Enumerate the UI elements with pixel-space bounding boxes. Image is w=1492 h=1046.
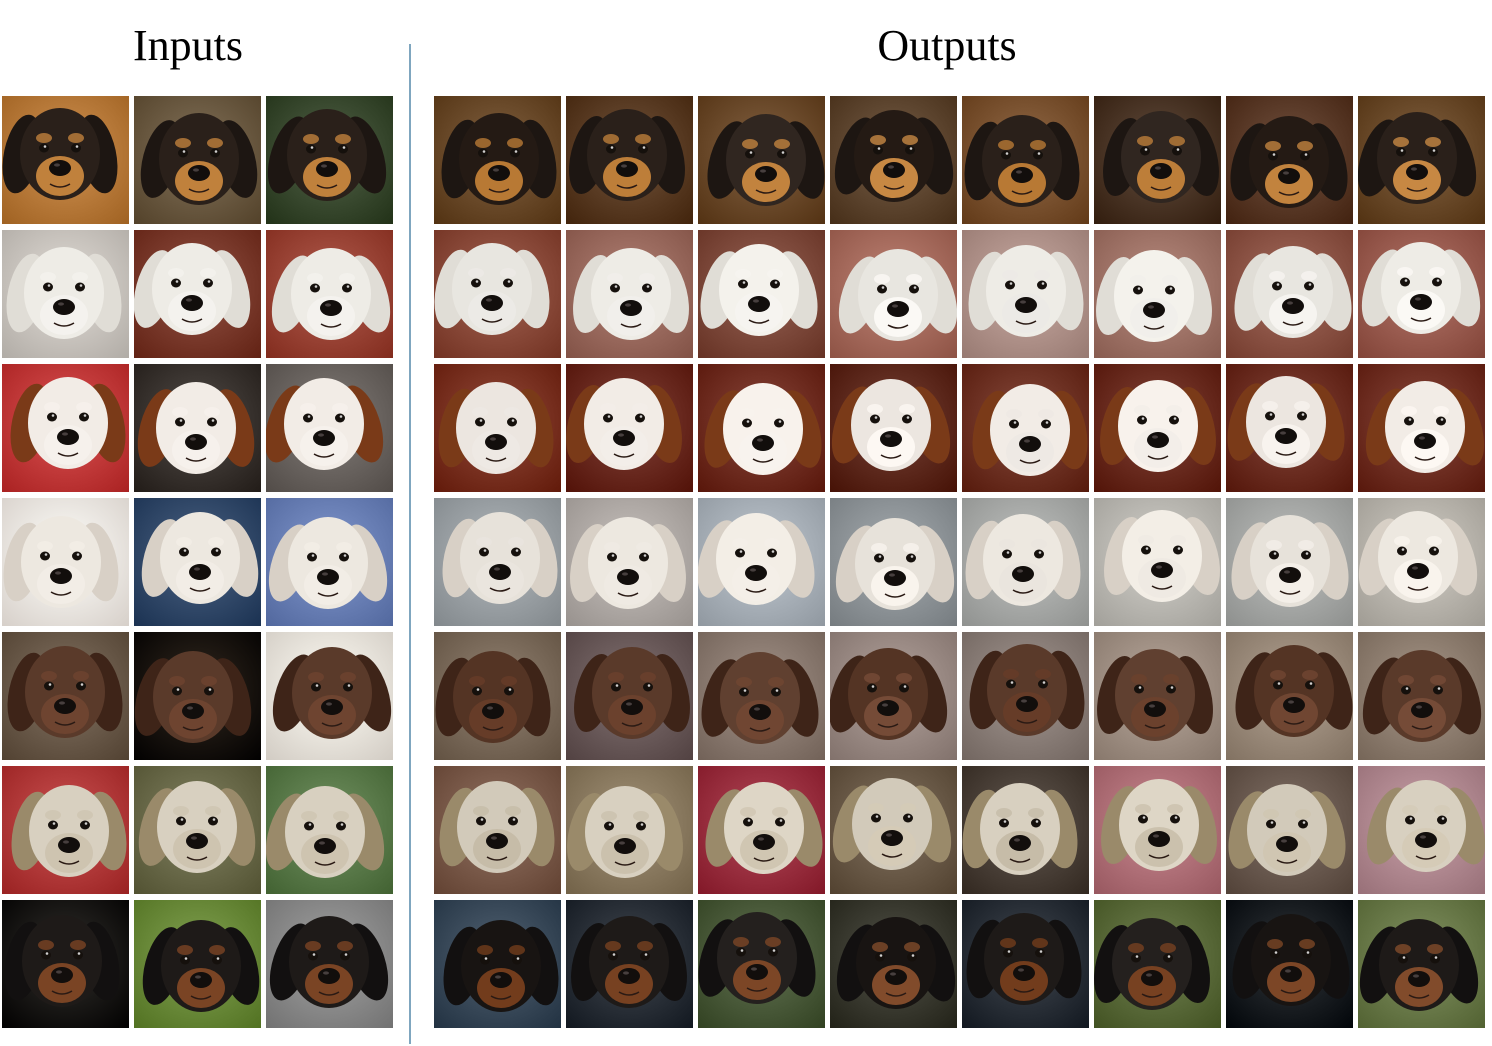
output-image-r6-c4 (830, 766, 957, 894)
output-image-r3-c5 (962, 364, 1089, 492)
output-image-r4-c8 (1358, 498, 1485, 626)
output-image-r3-c6 (1094, 364, 1221, 492)
output-image-r1-c2 (566, 96, 693, 224)
output-image-r2-c4 (830, 230, 957, 358)
input-image-r4-c1 (2, 498, 129, 626)
input-image-r3-c2 (134, 364, 261, 492)
input-image-r1-c2 (134, 96, 261, 224)
input-image-r4-c3 (266, 498, 393, 626)
inputs-heading: Inputs (133, 21, 243, 70)
output-image-r3-c8 (1358, 364, 1485, 492)
output-image-r5-c5 (962, 632, 1089, 760)
output-image-r3-c2 (566, 364, 693, 492)
output-image-r6-c6 (1094, 766, 1221, 894)
output-image-r6-c8 (1358, 766, 1485, 894)
input-image-r2-c2 (134, 230, 261, 358)
output-image-r7-c1 (434, 900, 561, 1028)
input-image-r1-c1 (2, 96, 129, 224)
output-image-r7-c6 (1094, 900, 1221, 1028)
outputs-heading: Outputs (877, 21, 1017, 70)
output-image-r4-c5 (962, 498, 1089, 626)
input-image-r7-c3 (266, 900, 393, 1028)
output-image-r3-c7 (1226, 364, 1353, 492)
input-image-r7-c1 (2, 900, 129, 1028)
output-image-r2-c7 (1226, 230, 1353, 358)
output-image-r1-c6 (1094, 96, 1221, 224)
input-image-r4-c2 (134, 498, 261, 626)
input-image-r7-c2 (134, 900, 261, 1028)
output-image-r5-c8 (1358, 632, 1485, 760)
output-image-r2-c2 (566, 230, 693, 358)
output-image-r7-c2 (566, 900, 693, 1028)
output-image-r5-c7 (1226, 632, 1353, 760)
input-image-r3-c1 (2, 364, 129, 492)
input-image-r5-c3 (266, 632, 393, 760)
output-image-r7-c3 (698, 900, 825, 1028)
input-image-r5-c1 (2, 632, 129, 760)
output-image-r4-c1 (434, 498, 561, 626)
output-image-r3-c3 (698, 364, 825, 492)
outputs-image-grid (434, 96, 1485, 1028)
output-image-r6-c2 (566, 766, 693, 894)
inputs-image-grid (2, 96, 393, 1028)
input-image-r3-c3 (266, 364, 393, 492)
output-image-r6-c7 (1226, 766, 1353, 894)
output-image-r4-c6 (1094, 498, 1221, 626)
output-image-r2-c1 (434, 230, 561, 358)
output-image-r2-c3 (698, 230, 825, 358)
input-image-r2-c1 (2, 230, 129, 358)
input-image-r6-c2 (134, 766, 261, 894)
output-image-r3-c4 (830, 364, 957, 492)
output-image-r7-c7 (1226, 900, 1353, 1028)
output-image-r5-c2 (566, 632, 693, 760)
column-divider (409, 44, 411, 1044)
output-image-r6-c1 (434, 766, 561, 894)
input-image-r5-c2 (134, 632, 261, 760)
output-image-r1-c3 (698, 96, 825, 224)
output-image-r6-c5 (962, 766, 1089, 894)
output-image-r7-c5 (962, 900, 1089, 1028)
output-image-r2-c8 (1358, 230, 1485, 358)
output-image-r5-c3 (698, 632, 825, 760)
output-image-r6-c3 (698, 766, 825, 894)
input-image-r2-c3 (266, 230, 393, 358)
output-image-r1-c8 (1358, 96, 1485, 224)
output-image-r4-c7 (1226, 498, 1353, 626)
output-image-r4-c3 (698, 498, 825, 626)
input-image-r1-c3 (266, 96, 393, 224)
input-image-r6-c1 (2, 766, 129, 894)
output-image-r5-c6 (1094, 632, 1221, 760)
input-image-r6-c3 (266, 766, 393, 894)
output-image-r4-c2 (566, 498, 693, 626)
output-image-r2-c5 (962, 230, 1089, 358)
output-image-r7-c8 (1358, 900, 1485, 1028)
output-image-r1-c1 (434, 96, 561, 224)
output-image-r5-c1 (434, 632, 561, 760)
output-image-r2-c6 (1094, 230, 1221, 358)
output-image-r4-c4 (830, 498, 957, 626)
output-image-r5-c4 (830, 632, 957, 760)
output-image-r1-c7 (1226, 96, 1353, 224)
output-image-r7-c4 (830, 900, 957, 1028)
output-image-r1-c4 (830, 96, 957, 224)
output-image-r3-c1 (434, 364, 561, 492)
output-image-r1-c5 (962, 96, 1089, 224)
